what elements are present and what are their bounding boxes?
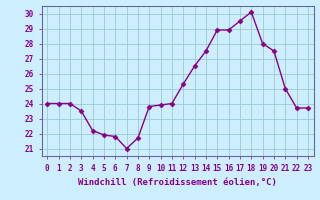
X-axis label: Windchill (Refroidissement éolien,°C): Windchill (Refroidissement éolien,°C) — [78, 178, 277, 187]
